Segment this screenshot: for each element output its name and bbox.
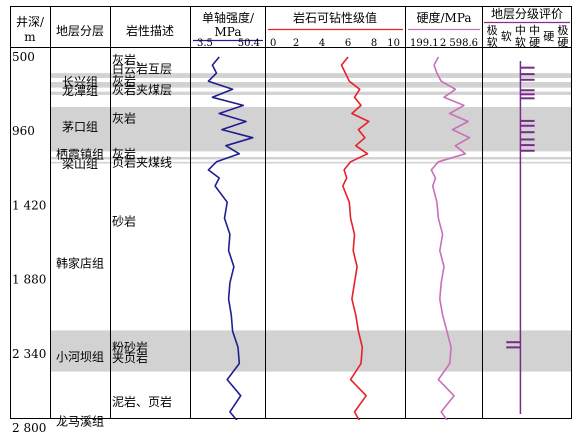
shaded-interval	[50, 161, 572, 164]
grade-interval	[520, 97, 535, 100]
formation-label: 栖霞镇组	[56, 147, 104, 162]
track-tick-label: 4	[319, 38, 325, 49]
formation-label: 长兴组	[62, 75, 98, 89]
shaded-interval	[50, 157, 572, 160]
hardness-header: 硬度/MPa	[416, 10, 471, 25]
track-tick-label: 2 598.6	[440, 38, 478, 49]
depth-tick-label: 500	[12, 50, 35, 64]
lithology-header: 岩性描述	[126, 23, 174, 38]
stratum-header: 地层分层	[56, 24, 104, 38]
grade-interval	[520, 138, 535, 141]
drill-header: 岩石可钻性级值	[293, 10, 377, 25]
depth-tick-label: 2 340	[12, 347, 46, 361]
track-tick-label: 199.1	[410, 38, 439, 49]
lithology-label: 白云岩互层	[112, 61, 172, 76]
grade-class-label: 中硬	[529, 24, 540, 49]
grade-class-label: 极软	[487, 23, 498, 49]
chart-frame	[10, 6, 572, 419]
log-curve	[430, 56, 471, 420]
lithology-label: 灰岩	[112, 73, 136, 88]
grade-interval	[506, 341, 521, 344]
lithology-label: 夹页岩	[112, 350, 148, 365]
header: 井深/ m 地层分层 岩性描述 单轴强度/ MPa 岩石可钻性级值 硬度/MPa…	[16, 7, 563, 44]
depth-tick-label: 1 880	[12, 273, 46, 287]
grade-interval	[520, 66, 535, 69]
track-tick-label: 8	[371, 38, 377, 49]
depth-tick-label: 960	[12, 124, 35, 138]
grade-interval	[520, 73, 535, 76]
shaded-interval	[50, 330, 572, 372]
formation-label: 梁山组	[62, 156, 98, 171]
track-tick-label: 2	[293, 38, 299, 49]
lithology-label: 页岩夹煤线	[112, 155, 172, 170]
track-tick-label: 0	[270, 38, 276, 49]
shaded-interval	[50, 107, 572, 152]
lithology-label: 泥岩、页岩	[112, 394, 172, 409]
grade-header: 地层分级评价	[491, 7, 563, 21]
grade-class-label: 极硬	[557, 23, 568, 49]
grade-interval	[520, 131, 535, 134]
grade-interval	[520, 149, 535, 152]
track-tick-label: 50.4	[238, 38, 260, 49]
lithology-label: 灰岩	[112, 146, 136, 161]
track-tick-label: 3.5	[197, 38, 213, 49]
depth-tick-labels: 500 960 1 420 1 880 2 340 2 800	[12, 50, 46, 432]
shaded-interval	[50, 82, 572, 88]
ucs-header-line2: MPa	[215, 25, 242, 39]
formation-label: 龙潭组	[62, 84, 98, 98]
grade-interval	[520, 78, 535, 81]
track-tick-label: 10	[387, 38, 400, 49]
lithology-label: 粉砂岩	[112, 339, 148, 354]
shaded-interval	[50, 73, 572, 78]
track-tick-label: 6	[345, 38, 351, 49]
depth-tick-label: 2 800	[12, 421, 46, 432]
shaded-intervals	[50, 73, 572, 372]
lithology-label: 灰岩、	[112, 52, 148, 67]
grade-class-labels: 极软软中软中硬硬极硬	[487, 23, 569, 49]
shaded-interval	[50, 91, 572, 95]
ucs-header-line1: 单轴强度/	[202, 10, 255, 25]
grade-class-label: 硬	[543, 30, 554, 43]
log-curve	[207, 56, 254, 420]
grade-evaluation-track	[506, 61, 535, 414]
lithology-label: 灰岩	[112, 110, 136, 125]
grade-interval	[520, 119, 535, 122]
lithology-label: 砂岩	[112, 214, 136, 229]
lithology-label: 灰岩夹煤层	[112, 82, 172, 97]
grade-class-label: 中软	[515, 24, 526, 49]
grade-interval	[520, 144, 535, 147]
formation-label: 龙马溪组	[56, 415, 104, 429]
formation-label: 小河坝组	[56, 350, 104, 364]
track-tick-labels: 3.5 50.4 0 2 4 6 8 10 199.1 2 598.6	[197, 38, 478, 49]
grade-interval	[506, 346, 521, 349]
grade-class-label: 软	[501, 29, 512, 43]
formation-label: 茅口组	[62, 120, 98, 134]
log-curve	[340, 56, 370, 420]
depth-tick-label: 1 420	[12, 198, 46, 212]
depth-header-line1: 井深/	[16, 15, 45, 29]
log-curves	[207, 56, 471, 420]
grade-interval	[520, 124, 535, 127]
grade-interval	[520, 89, 535, 92]
depth-header-line2: m	[24, 30, 36, 44]
grade-interval	[520, 93, 535, 96]
formation-label: 韩家店组	[56, 255, 104, 270]
